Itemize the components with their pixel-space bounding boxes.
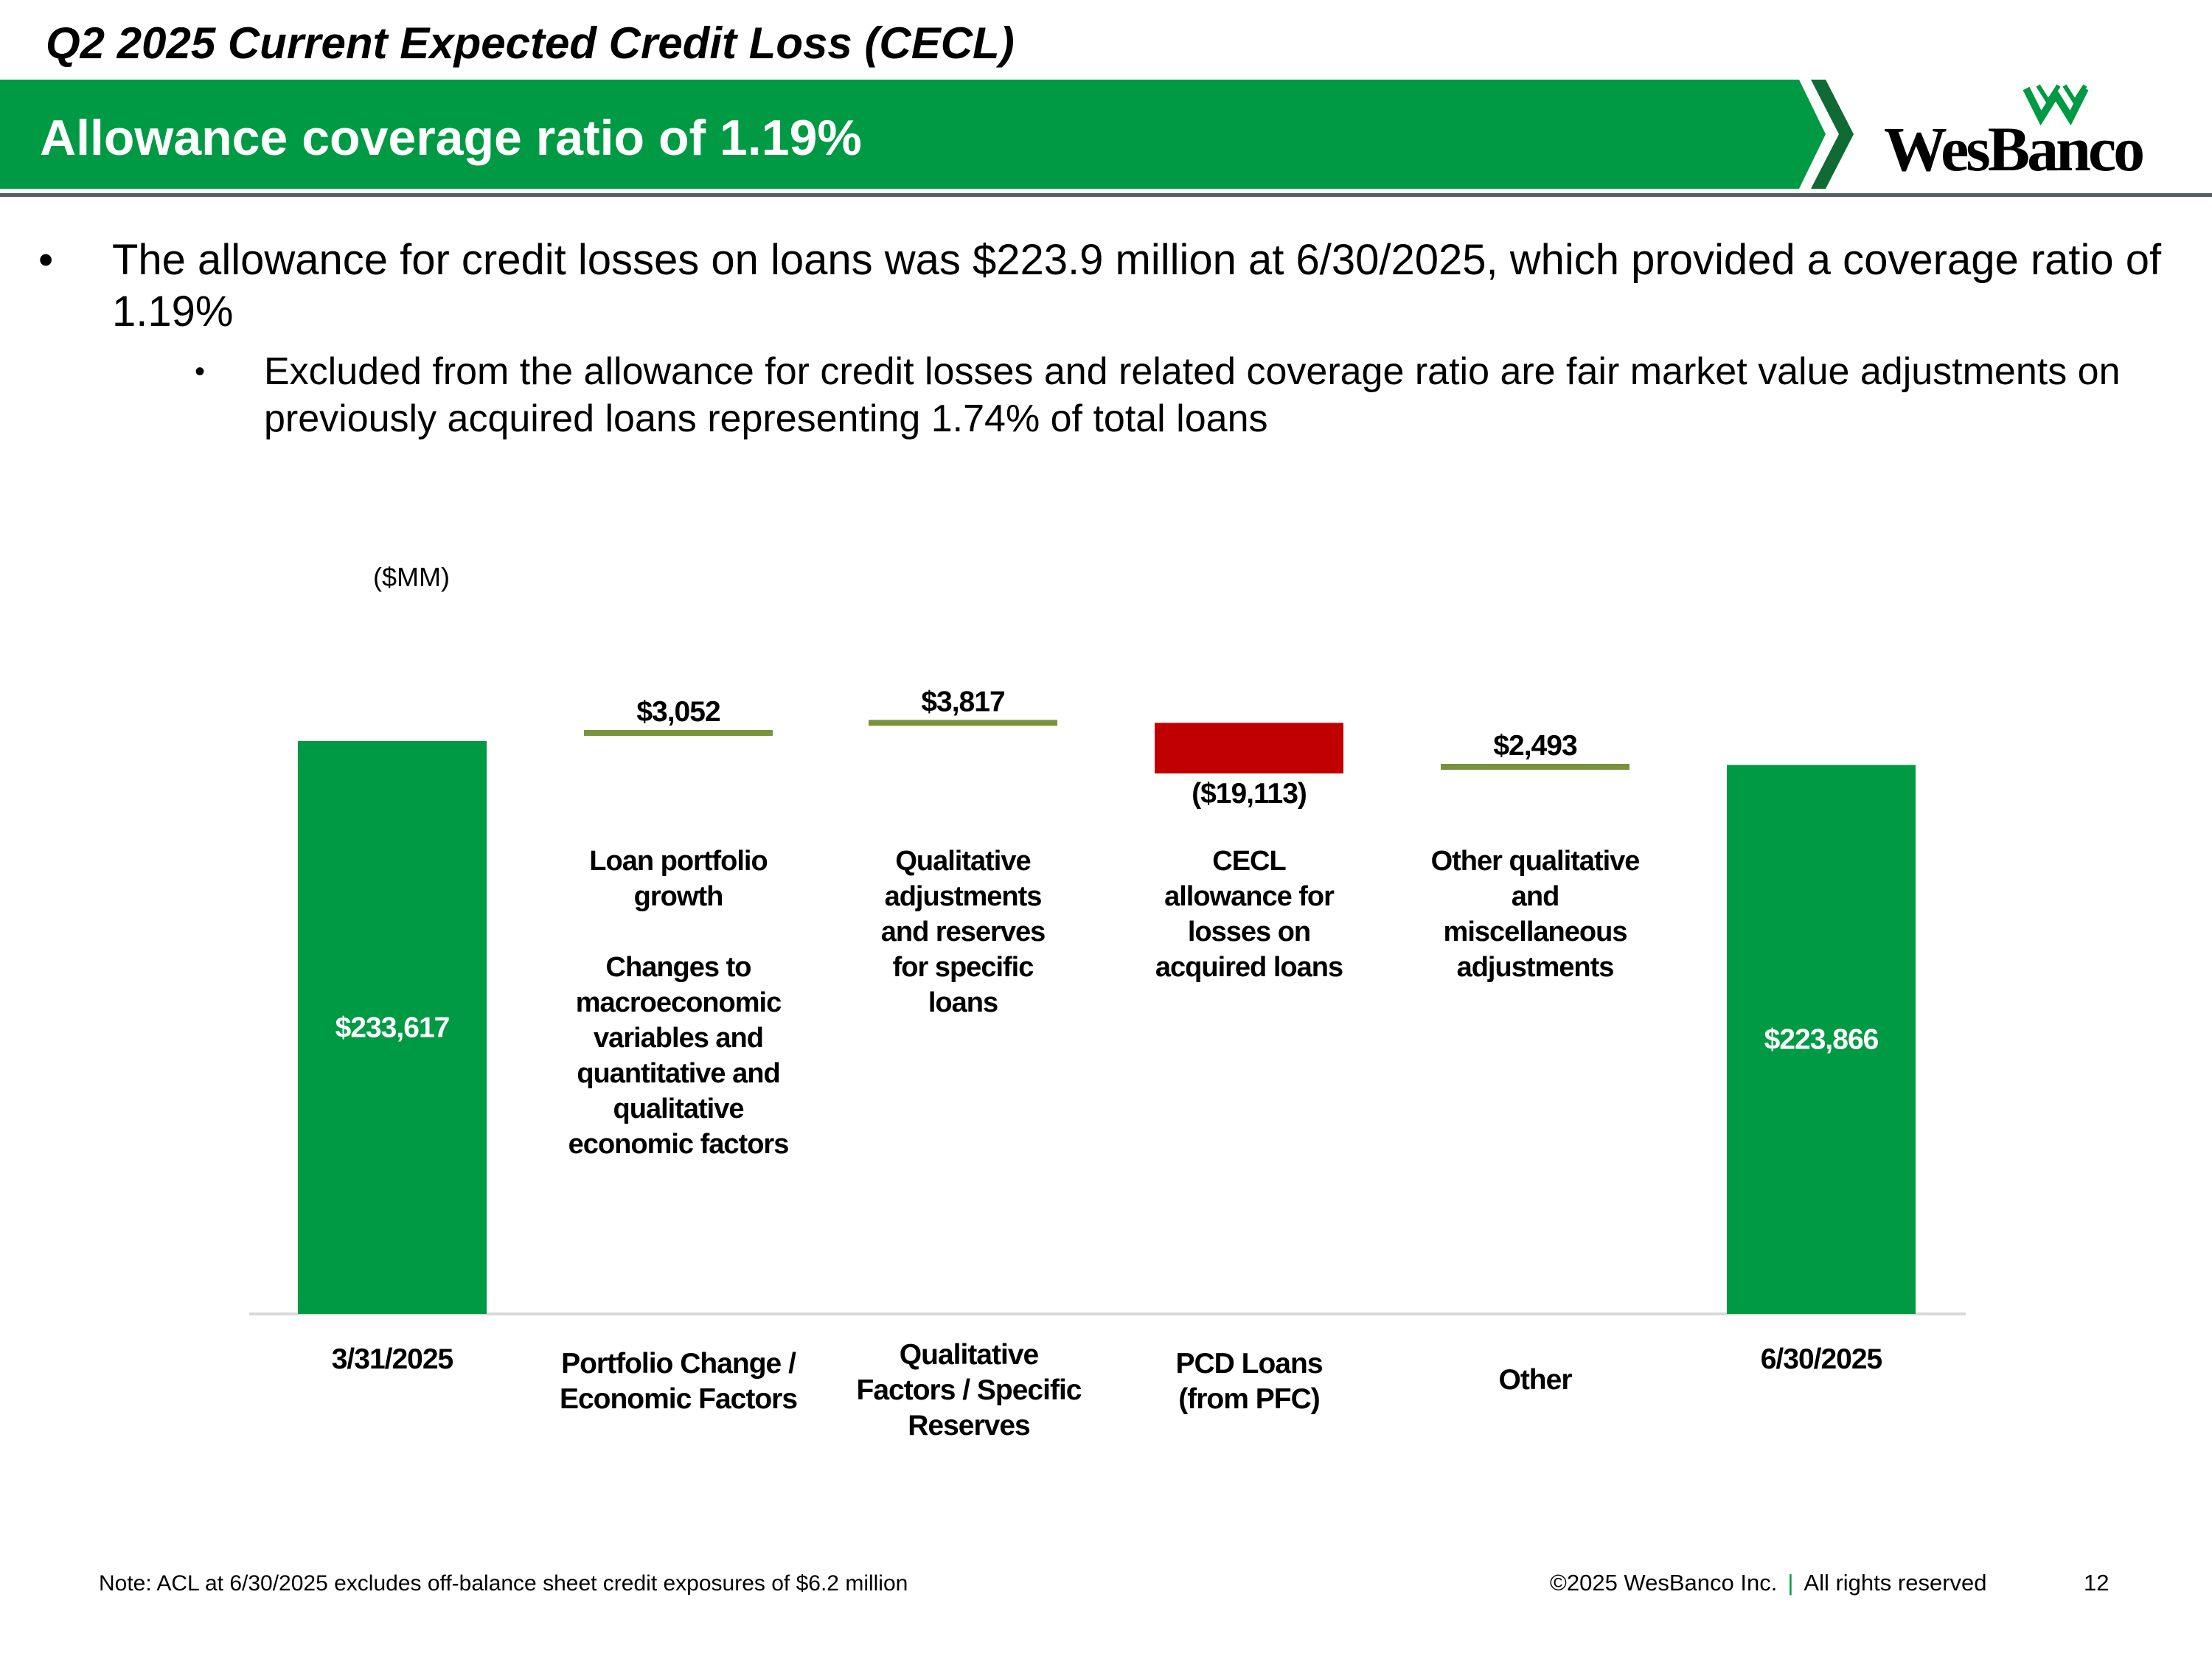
category-label-5: 6/30/2025 [1761, 1343, 1882, 1375]
description-line-1: Loan portfolio [589, 846, 767, 877]
category-label-3: PCD Loans [1175, 1348, 1322, 1380]
value-label-2: $3,817 [921, 686, 1004, 717]
description-line-1: qualitative [613, 1093, 744, 1124]
bar-4 [1441, 764, 1630, 770]
category-label-2: Qualitative [900, 1339, 1039, 1371]
value-label-3: ($19,113) [1192, 778, 1307, 810]
bullet-main: • The allowance for credit losses on loa… [38, 234, 2177, 338]
description-line-3: CECL [1212, 846, 1286, 877]
footer-note: Note: ACL at 6/30/2025 excludes off-bala… [99, 1571, 908, 1596]
description-line-1: quantitative and [577, 1058, 779, 1089]
bullet-sub-text: Excluded from the allowance for credit l… [264, 350, 2121, 440]
logo-wordmark: WesBanco [1883, 114, 2145, 184]
value-label-1: $3,052 [636, 696, 720, 728]
category-label-3: (from PFC) [1178, 1383, 1319, 1415]
description-line-2: and reserves [881, 917, 1046, 947]
logo-mark-icon [2023, 84, 2089, 126]
description-line-3: losses on [1188, 917, 1310, 947]
bullet-list: • The allowance for credit losses on loa… [38, 234, 2177, 442]
description-line-3: acquired loans [1155, 952, 1343, 983]
description-line-2: loans [928, 987, 998, 1018]
description-line-4: adjustments [1457, 952, 1614, 983]
bar-2 [869, 720, 1057, 726]
description-line-4: Other qualitative [1431, 846, 1640, 877]
page-number: 12 [2084, 1570, 2110, 1596]
wesbanco-logo: WesBanco [1873, 83, 2153, 186]
banner-title: Allowance coverage ratio of 1.19% [40, 110, 862, 166]
category-label-1: Portfolio Change / [561, 1348, 796, 1380]
footer-separator: | [1787, 1570, 1794, 1596]
value-label-0: $233,617 [335, 1012, 450, 1044]
description-line-1: Changes to [606, 952, 751, 983]
bullet-dot-icon: • [195, 355, 206, 388]
description-line-4: miscellaneous [1444, 917, 1627, 947]
banner-shape [0, 80, 1854, 189]
rights-text: All rights reserved [1804, 1570, 1987, 1596]
unit-label: ($MM) [373, 562, 450, 592]
bar-0 [298, 741, 487, 1314]
description-line-3: allowance for [1164, 881, 1335, 912]
footer-copyright: ©2025 WesBanco Inc. | All rights reserved [1550, 1570, 1987, 1596]
category-label-4: Other [1498, 1364, 1572, 1396]
bar-5 [1727, 765, 1916, 1314]
bullet-main-text: The allowance for credit losses on loans… [112, 236, 2162, 335]
category-label-0: 3/31/2025 [332, 1343, 453, 1375]
category-label-1: Economic Factors [560, 1383, 797, 1415]
header-divider [0, 193, 2212, 197]
bar-3 [1155, 723, 1343, 773]
description-line-2: adjustments [885, 881, 1042, 912]
description-line-2: Qualitative [895, 846, 1030, 877]
description-line-1: economic factors [568, 1129, 789, 1160]
bullet-sub: • Excluded from the allowance for credit… [38, 348, 2177, 442]
bar-1 [584, 730, 773, 737]
category-label-2: Factors / Specific [857, 1374, 1082, 1406]
copyright-text: ©2025 WesBanco Inc. [1550, 1570, 1778, 1596]
description-line-1: growth [634, 881, 723, 912]
description-line-1: variables and [594, 1023, 763, 1054]
value-label-5: $223,866 [1764, 1024, 1879, 1056]
value-label-4: $2,493 [1493, 730, 1577, 762]
bullet-dot-icon: • [38, 236, 54, 284]
category-label-2: Reserves [908, 1410, 1030, 1441]
description-line-4: and [1512, 881, 1559, 912]
slide-title: Q2 2025 Current Expected Credit Loss (CE… [46, 18, 1015, 68]
description-line-2: for specific [893, 952, 1034, 983]
title-banner: Allowance coverage ratio of 1.19% [0, 80, 1888, 189]
description-line-1: macroeconomic [576, 987, 782, 1018]
